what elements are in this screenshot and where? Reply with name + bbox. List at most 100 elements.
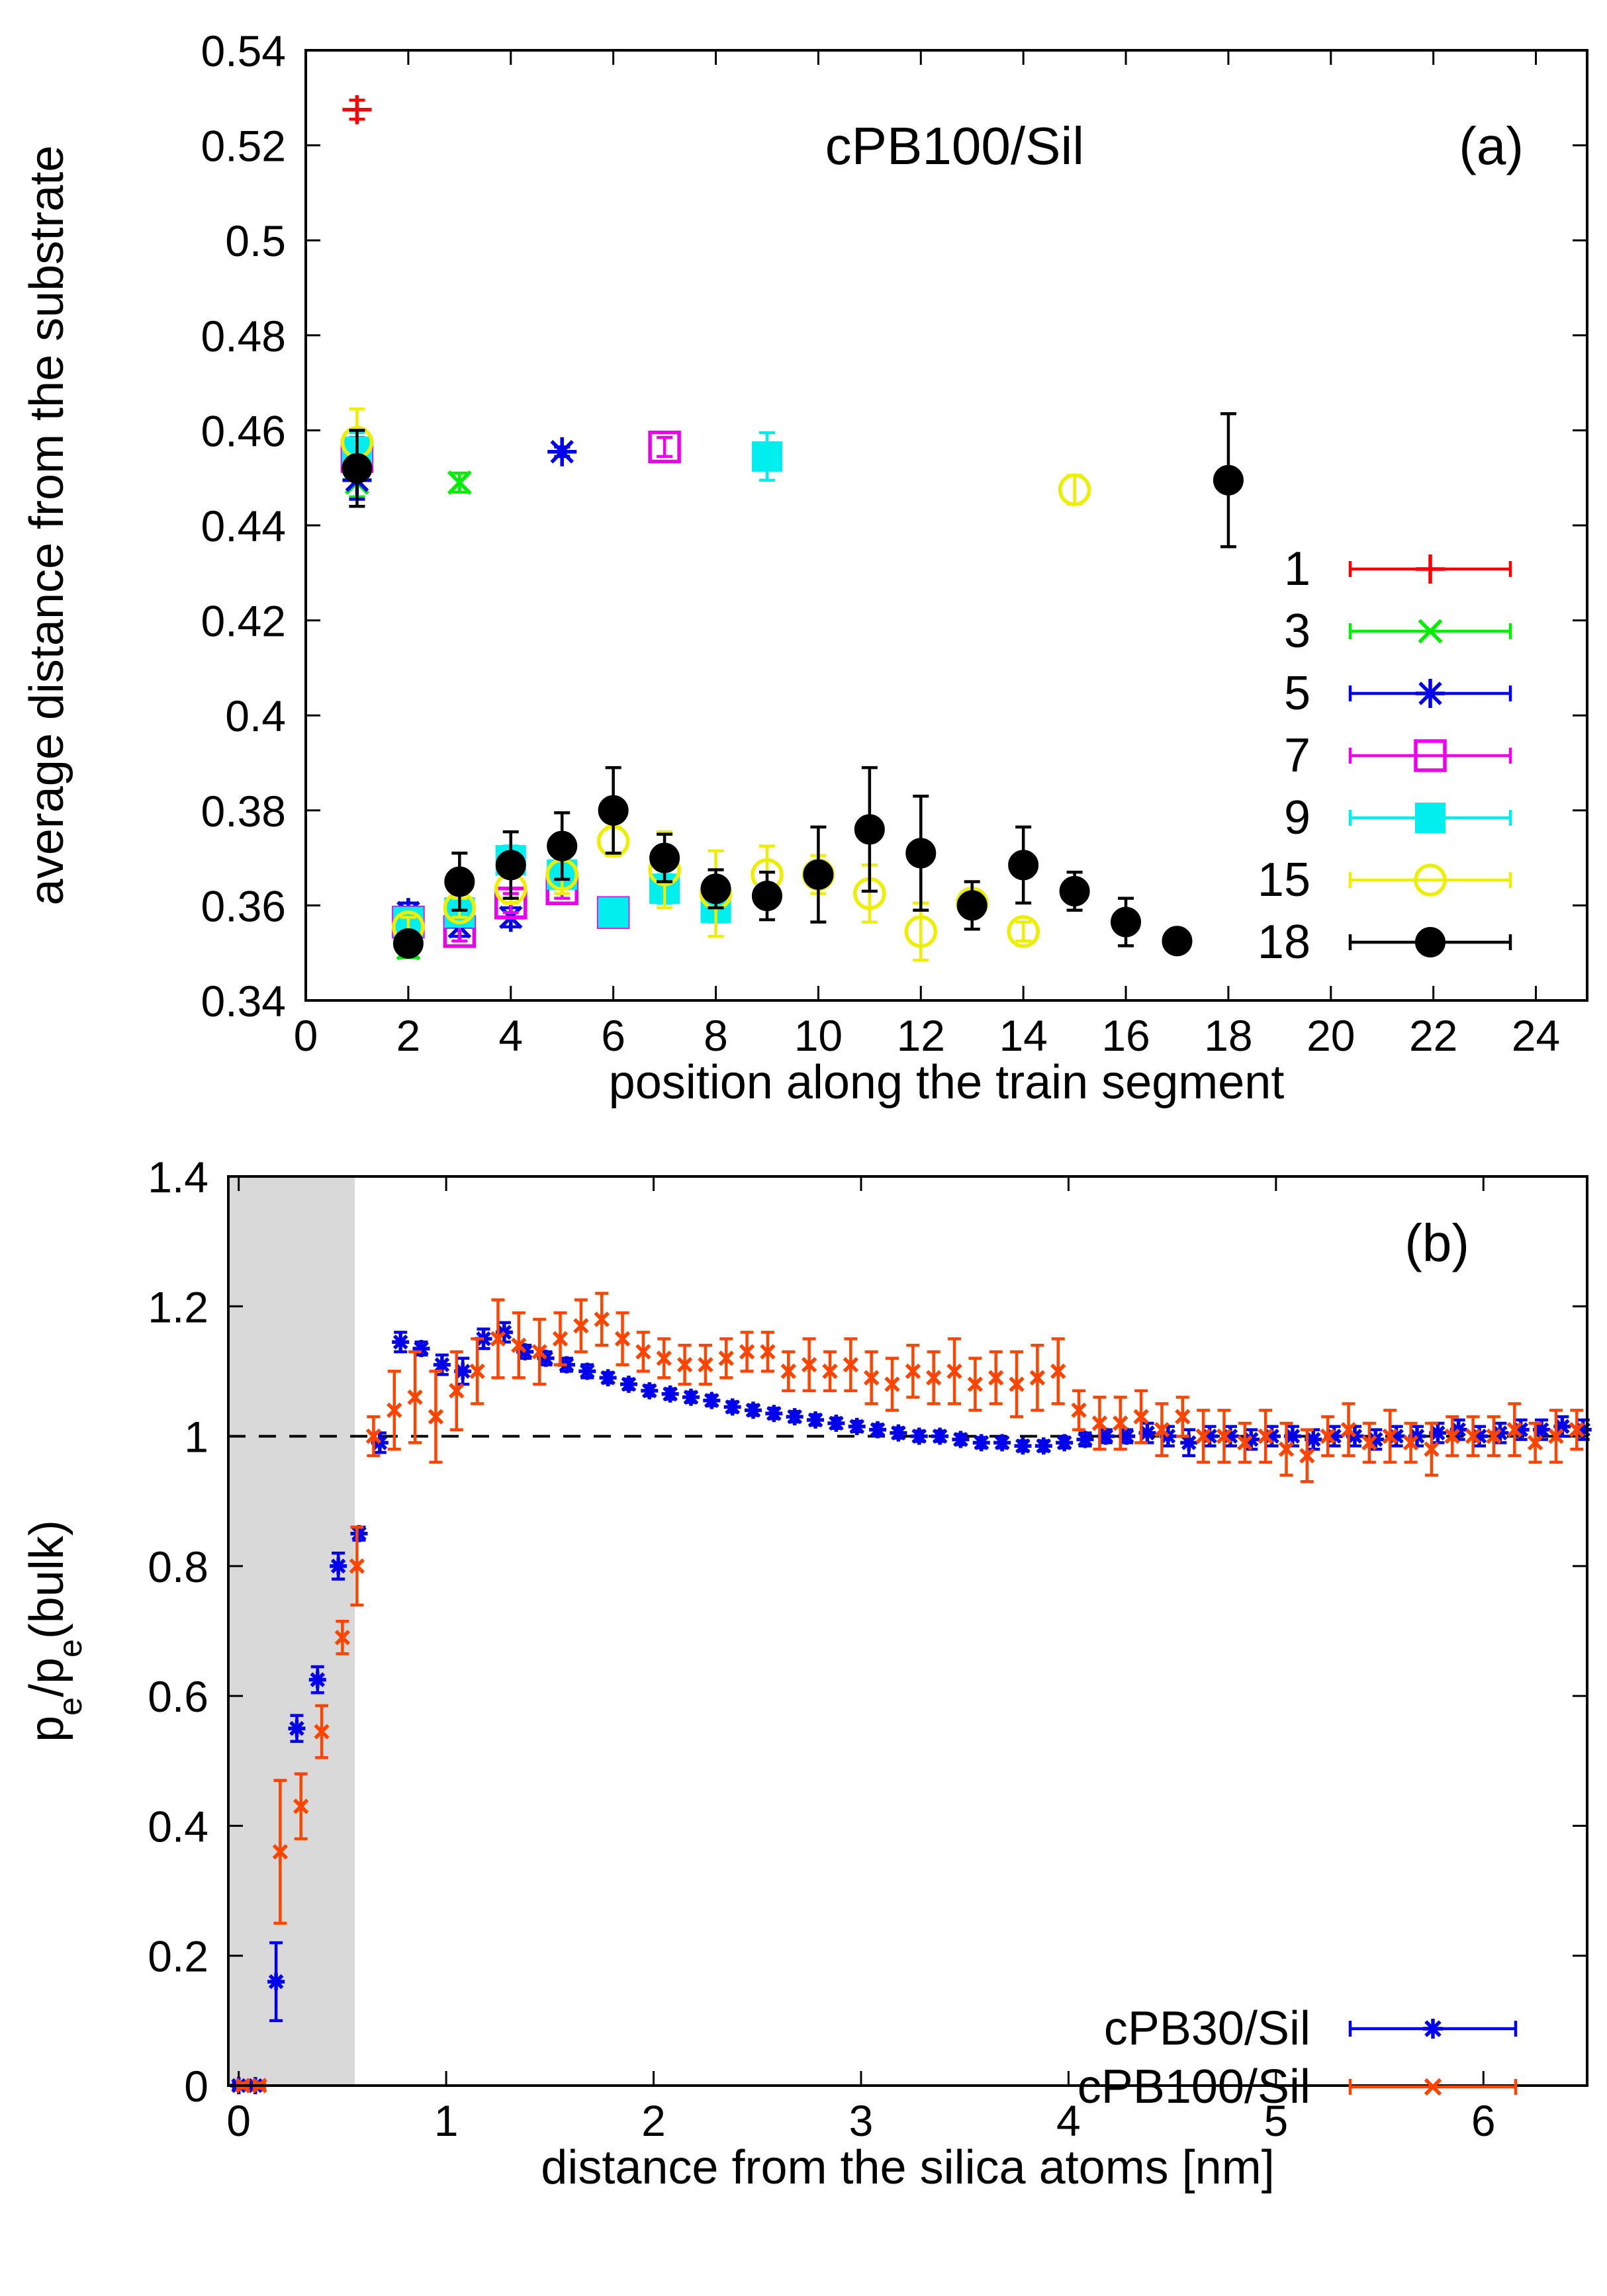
y-tick-label: 0.5	[225, 216, 286, 265]
data-point	[1506, 1422, 1522, 1438]
data-point	[1113, 1415, 1128, 1431]
data-point	[620, 1376, 637, 1393]
legend-label: 7	[1284, 729, 1310, 782]
data-point	[511, 1337, 527, 1353]
data-point	[656, 1350, 672, 1366]
data-point	[910, 1427, 928, 1445]
data-point	[904, 915, 938, 948]
legend-marker	[1414, 739, 1447, 772]
data-point	[1071, 1402, 1087, 1419]
data-point	[1029, 1370, 1046, 1386]
data-point	[573, 1318, 589, 1334]
data-point	[905, 838, 937, 869]
panel-b-chart: 0 1 2 3 4 5 6 0 0.2 0.4 0.6 0.8 1 1.2 1.4 distance from…	[21, 1153, 1592, 2194]
data-point	[718, 1350, 734, 1366]
legend-marker	[1416, 554, 1445, 584]
x-axis-label: position along the train segment	[609, 1056, 1285, 1109]
x-tick-label: 2	[641, 2096, 666, 2145]
data-point	[365, 1428, 382, 1444]
data-point	[1486, 1428, 1502, 1444]
x-tick-label: 5	[1263, 2096, 1288, 2145]
data-point	[1382, 1428, 1398, 1444]
data-point	[1402, 1435, 1419, 1451]
y-tick-label: 1.4	[148, 1153, 208, 1202]
data-point	[1154, 1422, 1170, 1438]
data-point	[1138, 1424, 1156, 1442]
data-point	[993, 1434, 1011, 1452]
data-point	[469, 1363, 485, 1380]
data-point	[490, 1331, 506, 1347]
y-axis-label-part: e	[52, 1697, 89, 1716]
data-point	[1216, 1428, 1232, 1444]
legend-item: 5	[1284, 667, 1512, 720]
data-point	[1299, 1448, 1315, 1464]
data-point	[578, 1362, 596, 1380]
legend-item: cPB30/Sil	[1104, 2002, 1518, 2055]
y-tick-label: 0.42	[201, 597, 286, 646]
data-point	[1050, 1363, 1066, 1380]
x-tick-label: 10	[794, 1011, 843, 1060]
x-axis-label: distance from the silica atoms [nm]	[541, 2141, 1274, 2194]
data-point	[267, 1972, 285, 1990]
x-tick-label: 16	[1101, 1011, 1150, 1060]
data-point	[1034, 1437, 1052, 1455]
data-point	[765, 1405, 783, 1423]
legend-label: 9	[1284, 791, 1310, 844]
data-point	[703, 1391, 721, 1409]
y-tick-label: 0.48	[201, 312, 286, 361]
data-point	[635, 1344, 651, 1360]
legend-marker	[1416, 679, 1445, 708]
data-point	[952, 1431, 970, 1448]
data-point	[956, 890, 987, 921]
data-point	[925, 1370, 942, 1386]
data-point	[827, 1414, 845, 1432]
y-axis-label: pe/pe(bulk)	[21, 1520, 89, 1742]
data-point	[449, 1383, 465, 1399]
data-point	[931, 1427, 949, 1445]
series-18	[342, 412, 1244, 959]
data-point	[698, 1356, 713, 1373]
legend-label: 3	[1284, 605, 1310, 658]
x-tick-label: 6	[601, 1011, 625, 1060]
legend: 1 3 5 7 9 15 18	[1258, 543, 1512, 969]
data-point	[641, 1382, 659, 1399]
data-point	[349, 1558, 365, 1574]
data-point	[334, 1630, 351, 1646]
series-cpb100-sil	[235, 1292, 1585, 2094]
x-tick-label: 24	[1512, 1011, 1560, 1060]
y-axis-label-part: p	[21, 1716, 73, 1742]
data-point	[700, 873, 731, 905]
panel-label: (b)	[1404, 1214, 1469, 1272]
y-tick-label: 0.8	[148, 1542, 208, 1591]
y-tick-label: 1.2	[148, 1282, 208, 1331]
error-bar	[657, 435, 673, 459]
data-point	[760, 1344, 776, 1360]
y-axis-label-part: /p	[21, 1657, 73, 1697]
data-point	[598, 795, 629, 826]
x-tick-label: 4	[498, 1011, 523, 1060]
legend-marker	[1423, 2019, 1443, 2039]
legend-item: 7	[1284, 729, 1512, 782]
data-point	[1278, 1441, 1295, 1457]
y-axis-label-part: (bulk)	[21, 1520, 73, 1639]
data-point	[433, 1356, 451, 1374]
data-point	[1444, 1428, 1460, 1444]
data-point	[1424, 1441, 1440, 1457]
legend-item: cPB100/Sil	[1078, 2060, 1518, 2113]
x-tick-label: 6	[1471, 2096, 1496, 2145]
y-tick-label: 0.38	[201, 787, 286, 836]
data-point	[1569, 1422, 1585, 1438]
legend-marker	[1424, 2078, 1442, 2096]
data-point	[552, 1331, 569, 1347]
data-point	[272, 1843, 289, 1860]
data-point	[330, 1557, 347, 1575]
x-tick-label: 2	[396, 1011, 421, 1060]
data-point	[967, 1376, 984, 1392]
data-point	[786, 1408, 803, 1426]
shaded-region	[228, 1176, 355, 2086]
data-point	[387, 1402, 402, 1419]
legend-label: 18	[1258, 916, 1310, 969]
data-point	[1076, 1431, 1094, 1448]
